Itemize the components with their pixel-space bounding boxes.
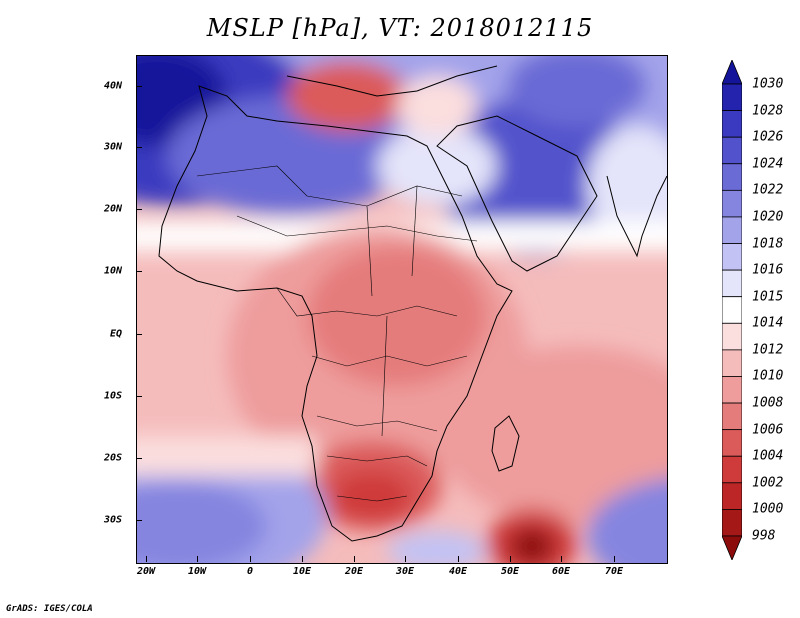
colorbar <box>721 58 743 562</box>
low-southern-ocean <box>510 528 554 563</box>
x-axis-label: 70E <box>604 566 624 577</box>
colorbar-swatch <box>721 509 743 537</box>
pressure-map <box>136 55 668 564</box>
colorbar-label: 1002 <box>752 475 784 491</box>
colorbar-label: 1006 <box>752 422 784 438</box>
y-axis-label: 20S <box>103 452 122 464</box>
y-axis-tick <box>136 396 142 397</box>
colorbar-swatch <box>721 296 743 324</box>
x-axis-tick <box>614 556 615 562</box>
colorbar-label: 1028 <box>752 103 784 119</box>
x-axis-tick <box>146 556 147 562</box>
colorbar-label: 1014 <box>752 315 784 331</box>
high-arabia <box>437 96 637 256</box>
colorbar-label: 1016 <box>752 262 784 278</box>
x-axis-label: 0 <box>246 566 254 577</box>
y-axis-label: 10N <box>103 265 122 277</box>
high-indian-ocean <box>587 478 667 563</box>
colorbar-label: 1024 <box>752 156 784 172</box>
colorbar-swatch <box>721 535 743 562</box>
x-axis-tick <box>405 556 406 562</box>
credit-text: GrADS: IGES/COLA <box>6 604 93 614</box>
x-axis-label: 10E <box>292 566 312 577</box>
colorbar-label: 1018 <box>752 236 784 252</box>
colorbar-swatch <box>721 269 743 298</box>
x-axis-tick <box>197 556 198 562</box>
colorbar-swatch <box>721 58 743 85</box>
x-axis-label: 20W <box>136 566 156 577</box>
y-axis-label: EQ <box>109 328 122 340</box>
y-axis-tick <box>136 520 142 521</box>
y-axis-tick <box>136 147 142 148</box>
x-axis-label: 10W <box>187 566 207 577</box>
colorbar-swatch <box>721 243 743 271</box>
colorbar-swatch <box>721 322 743 351</box>
colorbar-label: 1026 <box>752 129 784 145</box>
x-axis-tick <box>302 556 303 562</box>
x-axis-label: 40E <box>448 566 468 577</box>
colorbar-swatch <box>721 216 743 244</box>
x-axis-label: 50E <box>500 566 520 577</box>
x-axis-tick <box>561 556 562 562</box>
colorbar-swatch <box>721 136 743 165</box>
x-axis-label: 20E <box>344 566 364 577</box>
x-axis-tick <box>458 556 459 562</box>
colorbar-label: 1015 <box>752 289 784 305</box>
map-title: MSLP [hPa], VT: 2018012115 <box>206 14 594 42</box>
y-axis-tick <box>136 86 142 87</box>
colorbar-label: 1000 <box>752 501 784 517</box>
low-greece <box>287 61 407 131</box>
colorbar-swatch <box>721 163 743 191</box>
x-axis-label: 60E <box>551 566 571 577</box>
y-axis-tick <box>136 458 142 459</box>
x-axis-tick <box>354 556 355 562</box>
colorbar-label: 1020 <box>752 209 784 225</box>
colorbar-swatch <box>721 402 743 431</box>
colorbar-swatch <box>721 455 743 484</box>
colorbar-swatch <box>721 482 743 510</box>
y-axis-label: 10S <box>103 390 122 402</box>
colorbar-label: 1022 <box>752 182 784 198</box>
y-axis-label: 30N <box>103 141 122 153</box>
x-axis-tick <box>250 556 251 562</box>
y-axis-label: 20N <box>103 203 122 215</box>
colorbar-label: 1030 <box>752 76 784 92</box>
y-axis-tick <box>136 209 142 210</box>
colorbar-swatch <box>721 83 743 111</box>
colorbar-swatch <box>721 349 743 377</box>
colorbar-swatch <box>721 376 743 404</box>
colorbar-label: 998 <box>752 528 776 544</box>
y-axis-label: 40N <box>103 80 122 92</box>
colorbar-label: 1010 <box>752 368 784 384</box>
y-axis-label: 30S <box>103 514 122 526</box>
colorbar-label: 1012 <box>752 342 784 358</box>
colorbar-swatch <box>721 429 743 457</box>
colorbar-label: 1004 <box>752 448 784 464</box>
colorbar-swatch <box>721 189 743 218</box>
y-axis-tick <box>136 271 142 272</box>
colorbar-label: 1008 <box>752 395 784 411</box>
country-borders <box>196 165 478 502</box>
x-axis-label: 30E <box>395 566 415 577</box>
x-axis-tick <box>510 556 511 562</box>
colorbar-swatch <box>721 110 743 138</box>
y-axis-tick <box>136 334 142 335</box>
coastlines <box>158 65 667 542</box>
